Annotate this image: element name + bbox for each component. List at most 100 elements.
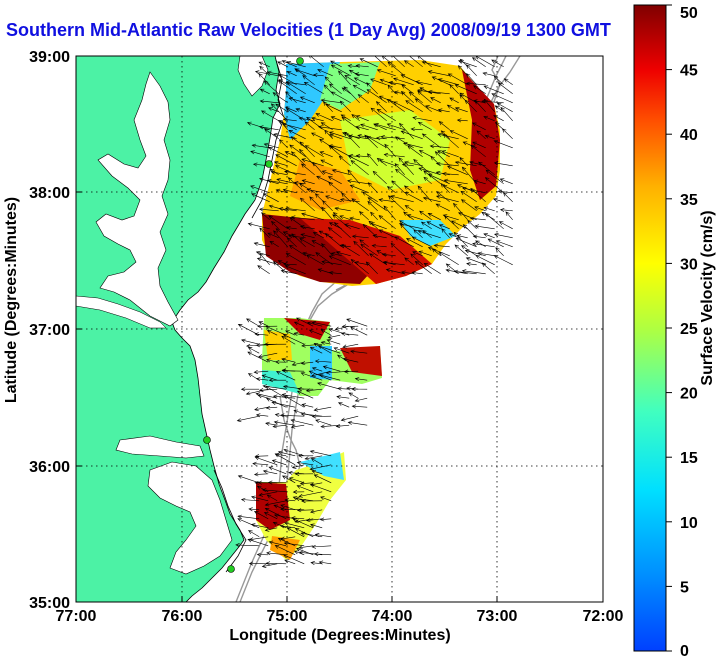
velocity-arrow: [256, 257, 279, 266]
velocity-arrow: [360, 244, 378, 257]
velocity-arrow: [354, 72, 369, 77]
velocity-arrow: [386, 123, 405, 131]
velocity-arrow: [433, 243, 450, 248]
velocity-arrow: [414, 98, 432, 113]
velocity-arrow: [395, 168, 414, 185]
velocity-arrow: [343, 369, 359, 374]
velocity-arrow: [259, 388, 278, 393]
velocity-arrow: [348, 134, 369, 140]
velocity-arrow: [499, 178, 513, 185]
velocity-arrow: [284, 151, 297, 158]
velocity-arrow: [380, 135, 405, 140]
velocity-arrow: [477, 251, 495, 257]
velocity-arrow: [401, 270, 414, 275]
lon-tick-label: 75:00: [267, 608, 308, 625]
velocity-arrow: [346, 318, 368, 327]
velocity-arrow: [330, 116, 342, 122]
radar-station-4: [227, 565, 235, 573]
velocity-arrow: [247, 351, 269, 363]
velocity-arrow: [286, 527, 305, 538]
velocity-arrow: [435, 195, 459, 203]
velocity-arrow: [372, 234, 387, 239]
velocity-arrow: [259, 99, 279, 104]
velocity-arrow: [430, 97, 441, 104]
velocity-arrow: [341, 244, 360, 257]
velocity-arrow: [392, 101, 414, 113]
velocity-arrow: [298, 545, 314, 550]
velocity-arrow: [325, 104, 342, 113]
velocity-arrow: [332, 214, 351, 230]
velocity-arrow: [347, 155, 369, 167]
velocity-arrow: [261, 212, 270, 221]
velocity-arrow: [474, 224, 495, 230]
colorbar-tick-label: 50: [680, 5, 698, 22]
radar-station-1: [296, 57, 304, 65]
velocity-arrow: [330, 91, 351, 104]
velocity-arrow: [475, 255, 495, 266]
velocity-arrow: [335, 424, 350, 429]
velocity-arrow: [399, 122, 414, 140]
velocity-arrow: [248, 507, 260, 512]
velocity-arrow: [497, 189, 513, 194]
velocity-arrow: [423, 176, 432, 185]
velocity-arrow: [270, 103, 288, 122]
velocity-arrow: [487, 238, 504, 248]
velocity-arrow: [420, 221, 432, 230]
velocity-arrow: [417, 90, 432, 104]
velocity-arrow: [367, 197, 387, 212]
velocity-arrow: [387, 61, 405, 77]
velocity-arrow: [473, 179, 486, 185]
velocity-arrow: [265, 326, 287, 336]
velocity-arrow: [404, 192, 423, 203]
velocity-arrow: [309, 464, 332, 471]
velocity-arrow: [292, 489, 305, 494]
velocity-arrow: [344, 75, 360, 86]
velocity-arrow: [294, 471, 314, 476]
velocity-arrow: [271, 459, 287, 466]
velocity-arrow: [435, 161, 459, 167]
velocity-arrow: [253, 511, 269, 520]
velocity-arrow: [293, 409, 314, 417]
velocity-arrow: [465, 81, 486, 86]
velocity-arrow: [454, 107, 468, 113]
velocity-arrow: [441, 150, 459, 158]
velocity-arrow: [446, 104, 459, 113]
velocity-arrow: [303, 81, 324, 95]
velocity-arrow: [251, 495, 269, 502]
velocity-arrow: [338, 70, 351, 85]
velocity-arrow: [437, 132, 459, 140]
velocity-arrow: [423, 170, 441, 185]
velocity-arrow: [327, 176, 342, 185]
velocity-arrow: [400, 130, 423, 140]
velocity-arrow: [309, 482, 323, 487]
velocity-arrow: [272, 261, 288, 275]
velocity-arrow: [273, 420, 296, 426]
velocity-arrow: [402, 142, 423, 149]
velocity-arrow: [351, 234, 369, 239]
velocity-arrow: [413, 229, 423, 239]
velocity-arrow: [441, 228, 450, 238]
colorbar-tick-label: 20: [680, 386, 698, 403]
velocity-arrow: [298, 116, 315, 122]
velocity-arrow: [317, 69, 333, 77]
velocity-arrow: [414, 260, 432, 275]
velocity-arrow: [378, 198, 396, 203]
velocity-arrow: [329, 133, 342, 140]
velocity-arrow: [357, 94, 369, 104]
velocity-arrow: [421, 133, 441, 149]
velocity-arrow: [497, 82, 513, 95]
velocity-arrow: [305, 518, 323, 523]
velocity-arrow: [275, 371, 296, 381]
velocity-arrow: [265, 561, 287, 566]
velocity-arrow: [305, 388, 323, 393]
velocity-arrow: [301, 179, 315, 185]
velocity-arrow: [274, 453, 296, 466]
velocity-arrow: [491, 59, 504, 68]
velocity-arrow: [376, 109, 396, 122]
velocity-arrow: [320, 424, 341, 429]
velocity-arrow: [355, 63, 369, 68]
lat-tick-label: 39:00: [29, 49, 70, 66]
velocity-arrow: [383, 152, 405, 158]
velocity-arrow: [266, 70, 288, 77]
velocity-arrow: [267, 232, 279, 239]
